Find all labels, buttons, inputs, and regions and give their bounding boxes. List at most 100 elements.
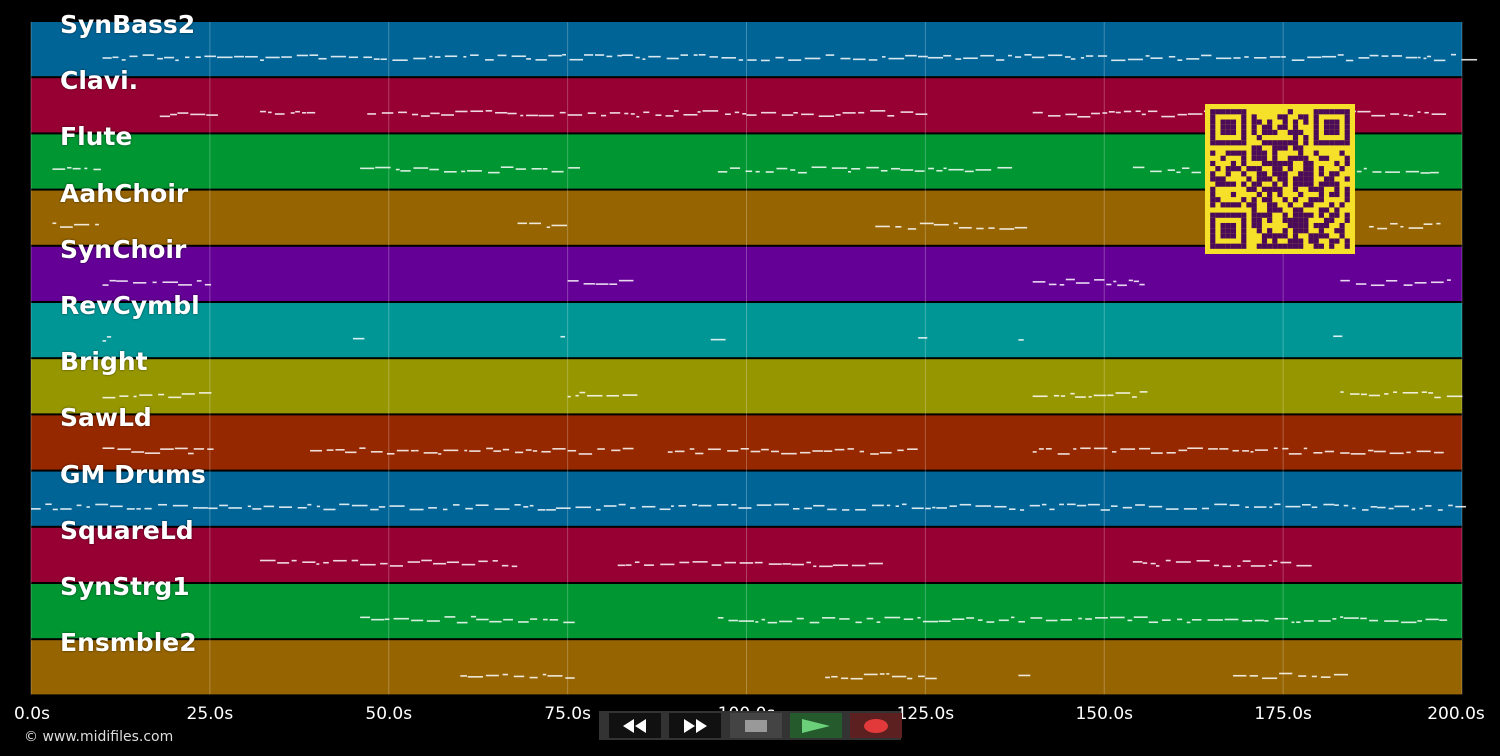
note-mark <box>1363 167 1367 170</box>
note-mark <box>421 559 432 562</box>
note-mark <box>470 615 477 618</box>
record-icon <box>864 718 888 733</box>
note-mark <box>1436 222 1441 225</box>
note-mark <box>1165 559 1171 562</box>
note-mark <box>925 507 931 510</box>
note-mark <box>1080 447 1091 450</box>
rewind-button[interactable] <box>609 713 661 738</box>
note-mark <box>1057 453 1070 455</box>
note-mark <box>1414 282 1427 284</box>
note-mark <box>721 57 736 59</box>
note-mark <box>834 448 845 451</box>
note-mark <box>1060 619 1072 621</box>
note-mark <box>842 112 856 114</box>
note-mark <box>587 112 596 114</box>
note-mark <box>393 617 409 620</box>
note-mark <box>326 449 334 451</box>
note-mark <box>409 508 424 511</box>
track-band <box>31 527 1462 582</box>
note-mark <box>855 508 866 511</box>
note-mark <box>835 114 841 116</box>
note-mark <box>1269 506 1273 509</box>
note-mark <box>131 451 145 453</box>
note-mark <box>198 507 208 509</box>
track-label: SquareLd <box>60 515 194 545</box>
note-mark <box>1428 392 1434 394</box>
note-mark <box>801 113 814 116</box>
note-mark <box>389 565 404 567</box>
note-mark <box>1115 392 1131 394</box>
note-mark <box>800 451 811 454</box>
note-mark <box>461 170 466 173</box>
note-mark <box>586 394 603 397</box>
note-mark <box>1431 113 1447 115</box>
note-mark <box>734 111 740 114</box>
time-tick-label: 0.0s <box>14 704 50 724</box>
note-mark <box>492 560 498 562</box>
note-mark <box>1291 621 1295 624</box>
note-mark <box>102 340 107 342</box>
note-mark <box>330 55 346 58</box>
note-mark <box>339 503 350 506</box>
note-mark <box>526 58 531 60</box>
note-mark <box>1334 504 1339 506</box>
note-mark <box>1148 621 1159 624</box>
note-mark <box>234 55 244 58</box>
note-mark <box>529 222 541 225</box>
note-mark <box>823 450 833 452</box>
note-mark <box>624 112 629 115</box>
note-mark <box>318 57 327 60</box>
note-mark <box>1369 54 1379 57</box>
note-mark <box>552 448 566 450</box>
note-mark <box>1368 394 1380 397</box>
note-mark <box>296 54 309 57</box>
time-tick-label: 200.0s <box>1427 704 1485 724</box>
play-button[interactable] <box>790 713 842 738</box>
fast-forward-button[interactable] <box>669 713 721 738</box>
note-mark <box>1301 503 1311 506</box>
note-mark <box>905 54 917 57</box>
note-mark <box>745 170 753 173</box>
note-mark <box>938 620 951 623</box>
stop-button[interactable] <box>730 713 782 738</box>
note-mark <box>160 448 174 450</box>
note-mark <box>876 621 881 623</box>
note-mark <box>420 115 430 117</box>
note-mark <box>1053 394 1060 397</box>
note-mark <box>902 503 907 506</box>
note-mark <box>208 507 218 510</box>
note-mark <box>1296 564 1312 567</box>
note-mark <box>470 54 479 56</box>
note-mark <box>1430 171 1439 174</box>
note-mark <box>1254 449 1268 451</box>
note-mark <box>710 338 726 341</box>
note-mark <box>45 503 52 506</box>
note-mark <box>875 225 890 228</box>
note-mark <box>825 676 830 679</box>
note-mark <box>295 110 300 113</box>
note-mark <box>392 59 408 62</box>
note-mark <box>380 58 387 61</box>
record-button[interactable] <box>850 713 902 738</box>
note-mark <box>351 504 368 507</box>
note-mark <box>1417 56 1421 59</box>
note-mark <box>914 170 925 172</box>
note-mark <box>603 505 617 507</box>
note-mark <box>918 337 928 339</box>
note-mark <box>133 282 147 284</box>
note-mark <box>738 620 754 622</box>
note-mark <box>1191 618 1202 621</box>
track-band <box>31 415 1462 470</box>
note-mark <box>698 504 712 507</box>
note-mark <box>1384 620 1399 622</box>
note-mark <box>1390 113 1400 115</box>
note-mark <box>655 114 662 116</box>
note-mark <box>853 58 866 61</box>
note-mark <box>518 621 529 623</box>
note-mark <box>433 562 447 565</box>
note-mark <box>351 559 359 562</box>
note-mark <box>1419 507 1423 510</box>
note-mark <box>413 167 429 169</box>
note-mark <box>943 167 947 170</box>
note-mark <box>1384 393 1389 395</box>
